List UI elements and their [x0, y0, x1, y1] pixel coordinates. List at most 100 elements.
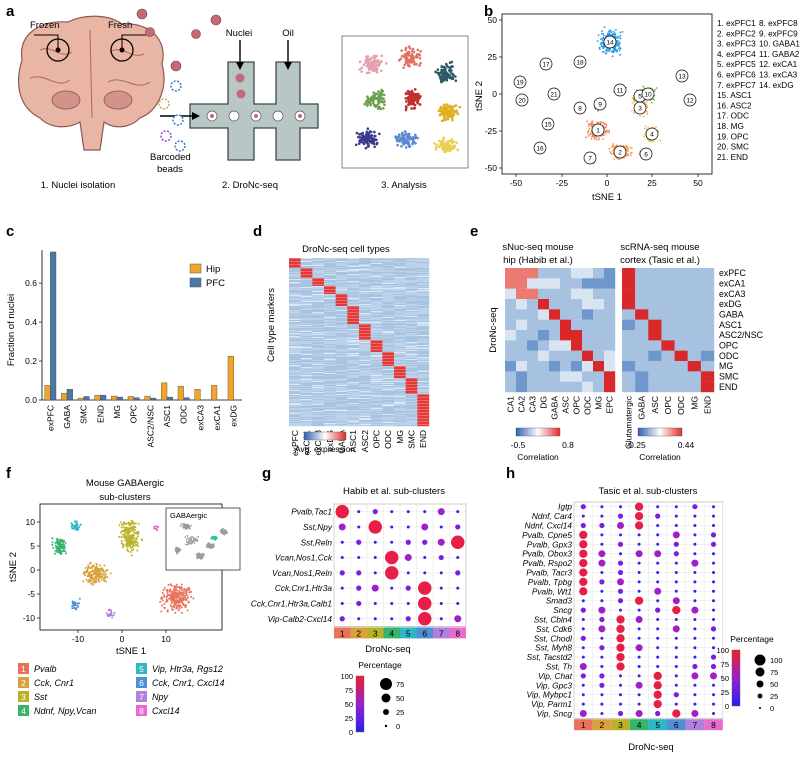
legend-entry: 3. exPFC3 [717, 40, 756, 49]
analysis-point [408, 45, 411, 48]
heatmap-e1-cell [538, 351, 549, 362]
analysis-point [440, 72, 443, 75]
analysis-point [366, 142, 369, 145]
tsne-point [612, 55, 614, 57]
heatmap-e2-cell [622, 382, 635, 393]
heatmap-e1-cell [516, 330, 527, 341]
heatmap-e2-cell [661, 299, 674, 310]
heatmap-correlation-tasic [622, 268, 714, 392]
heatmap-e1-cell [549, 278, 560, 289]
heatmap-e1-cell [549, 289, 560, 300]
legend-entry: 17. ODC [717, 112, 749, 121]
heatmap-e2-cell [661, 371, 674, 382]
analysis-point [370, 56, 373, 59]
x-tick-label: 25 [647, 178, 657, 188]
heatmap-e1-cbar-max: 0.8 [562, 440, 574, 450]
tsne-point [610, 152, 612, 154]
analysis-point [446, 75, 449, 78]
heatmap-e1-cell [527, 371, 538, 382]
heatmap-e1-cell [560, 382, 571, 393]
legend-entry: 6. exPFC6 [717, 71, 756, 80]
heatmap-e1-cell [549, 371, 560, 382]
tsne-point [647, 111, 649, 113]
subcluster-point [166, 600, 168, 602]
analysis-point [419, 57, 422, 60]
tsne-point [608, 130, 610, 132]
tsne-point [633, 112, 635, 114]
legend-entry: 20. SMC [717, 143, 749, 152]
analysis-point [443, 143, 446, 146]
heatmap-e1-cell [505, 371, 516, 382]
tsne-point [618, 43, 620, 45]
analysis-point [410, 107, 413, 110]
heatmap-e2-cell [675, 309, 688, 320]
heatmap-e1-cell [505, 351, 516, 362]
heatmap-e1-cell [527, 382, 538, 393]
analysis-point [450, 77, 453, 80]
analysis-point [407, 134, 410, 137]
subcluster-point [178, 608, 180, 610]
cluster-number: 11 [617, 87, 624, 94]
frozen-label: Frozen [30, 20, 60, 31]
heatmap-e2-cell [635, 320, 648, 331]
heatmap-e1-cell [593, 320, 604, 331]
tsne-point [645, 103, 647, 105]
tsne-point [620, 48, 622, 50]
analysis-point [414, 135, 417, 138]
heatmap-e2-cell [701, 268, 714, 279]
cluster-number: 4 [650, 131, 654, 138]
bar-hip [178, 386, 184, 400]
subcluster-point [190, 596, 192, 598]
analysis-point [403, 142, 406, 145]
analysis-point [370, 131, 373, 134]
analysis-point [358, 140, 361, 143]
heatmap-cell [417, 425, 429, 426]
heatmap-cell [312, 425, 324, 426]
subcluster-point [178, 610, 180, 612]
analysis-point [458, 106, 461, 109]
heatmap-e1-column-label: CA1 [506, 396, 516, 413]
step3-label: 3. Analysis [381, 180, 427, 191]
analysis-point [377, 98, 380, 101]
panel-label-d: d [253, 223, 262, 240]
analysis-point [356, 132, 359, 135]
tsne-point [608, 148, 610, 150]
y-tick-label: 0 [492, 89, 497, 99]
subcluster-point [170, 604, 172, 606]
heatmap-e1-cell [571, 289, 582, 300]
tsne-point [601, 38, 603, 40]
panel-label-c: c [6, 223, 14, 240]
analysis-point [408, 51, 411, 54]
tsne-point [639, 115, 641, 117]
analysis-point [442, 139, 445, 142]
analysis-point [373, 59, 376, 62]
analysis-point [441, 65, 444, 68]
heatmap-e1-cell [582, 289, 593, 300]
analysis-point [396, 144, 399, 147]
subcluster-point [186, 588, 188, 590]
analysis-point [443, 104, 446, 107]
heatmap-e2-cell [661, 382, 674, 393]
heatmap-e2-column-label: OPC [663, 396, 673, 414]
tsne-point [613, 146, 615, 148]
analysis-point [406, 139, 409, 142]
tsne-ylabel: tSNE 2 [474, 81, 485, 111]
tsne-point [590, 123, 592, 125]
tsne-point [614, 34, 616, 36]
cluster-number: 21 [550, 91, 558, 98]
heatmap-e2-cell [622, 289, 635, 300]
heatmap-e1-cell [571, 268, 582, 279]
cluster-number: 16 [536, 145, 544, 152]
analysis-point [360, 133, 363, 136]
x-tick-label: GABA [62, 405, 72, 429]
tsne-point [614, 48, 616, 50]
heatmap-e1-cell [604, 371, 615, 382]
analysis-point [450, 113, 453, 116]
x-tick-label: OPC [129, 405, 139, 423]
tsne-point [596, 122, 598, 124]
analysis-point [416, 56, 419, 59]
analysis-point [407, 59, 410, 62]
heatmap-e1-cell [593, 340, 604, 351]
analysis-point [367, 97, 370, 100]
tsne-point [642, 85, 644, 87]
